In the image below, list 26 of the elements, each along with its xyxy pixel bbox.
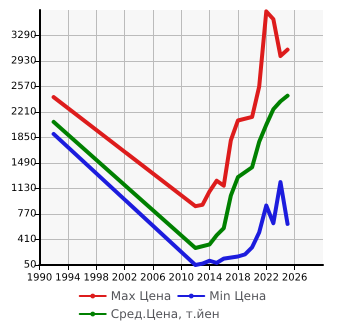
y-tick-label: 1490: [10, 158, 36, 168]
x-tick-label: 1990: [26, 272, 52, 284]
x-tick-label: 1998: [83, 272, 109, 284]
y-tick-label: 50: [24, 260, 36, 270]
line-series: [52, 132, 290, 267]
x-tick-label: 2002: [112, 272, 138, 284]
x-tick-label: 1994: [55, 272, 81, 284]
y-tick-label: 410: [17, 234, 36, 245]
x-tick-label: 2026: [282, 272, 308, 284]
x-tick-label: 2014: [196, 272, 222, 284]
y-tick-label: 770: [17, 208, 36, 220]
line-series: [52, 94, 290, 250]
y-tick-label: 2570: [10, 81, 36, 92]
y-tick-label: 2210: [10, 106, 36, 118]
y-tick-label: 3290: [10, 30, 36, 41]
line-series: [52, 9, 290, 208]
x-tick-label: 2010: [168, 272, 194, 284]
x-tick-label: 2022: [254, 272, 280, 284]
legend-label: Сред.Цена, т.йен: [110, 307, 220, 321]
y-tick-label: 1850: [10, 132, 36, 143]
legend-label: Max Цена: [110, 289, 172, 303]
y-tick-label: 2930: [10, 56, 36, 66]
y-tick-label: 1130: [10, 183, 36, 194]
x-tick-label: 2018: [225, 272, 251, 284]
x-tick-label: 2006: [140, 272, 166, 284]
legend-label: Min Цена: [209, 289, 266, 303]
